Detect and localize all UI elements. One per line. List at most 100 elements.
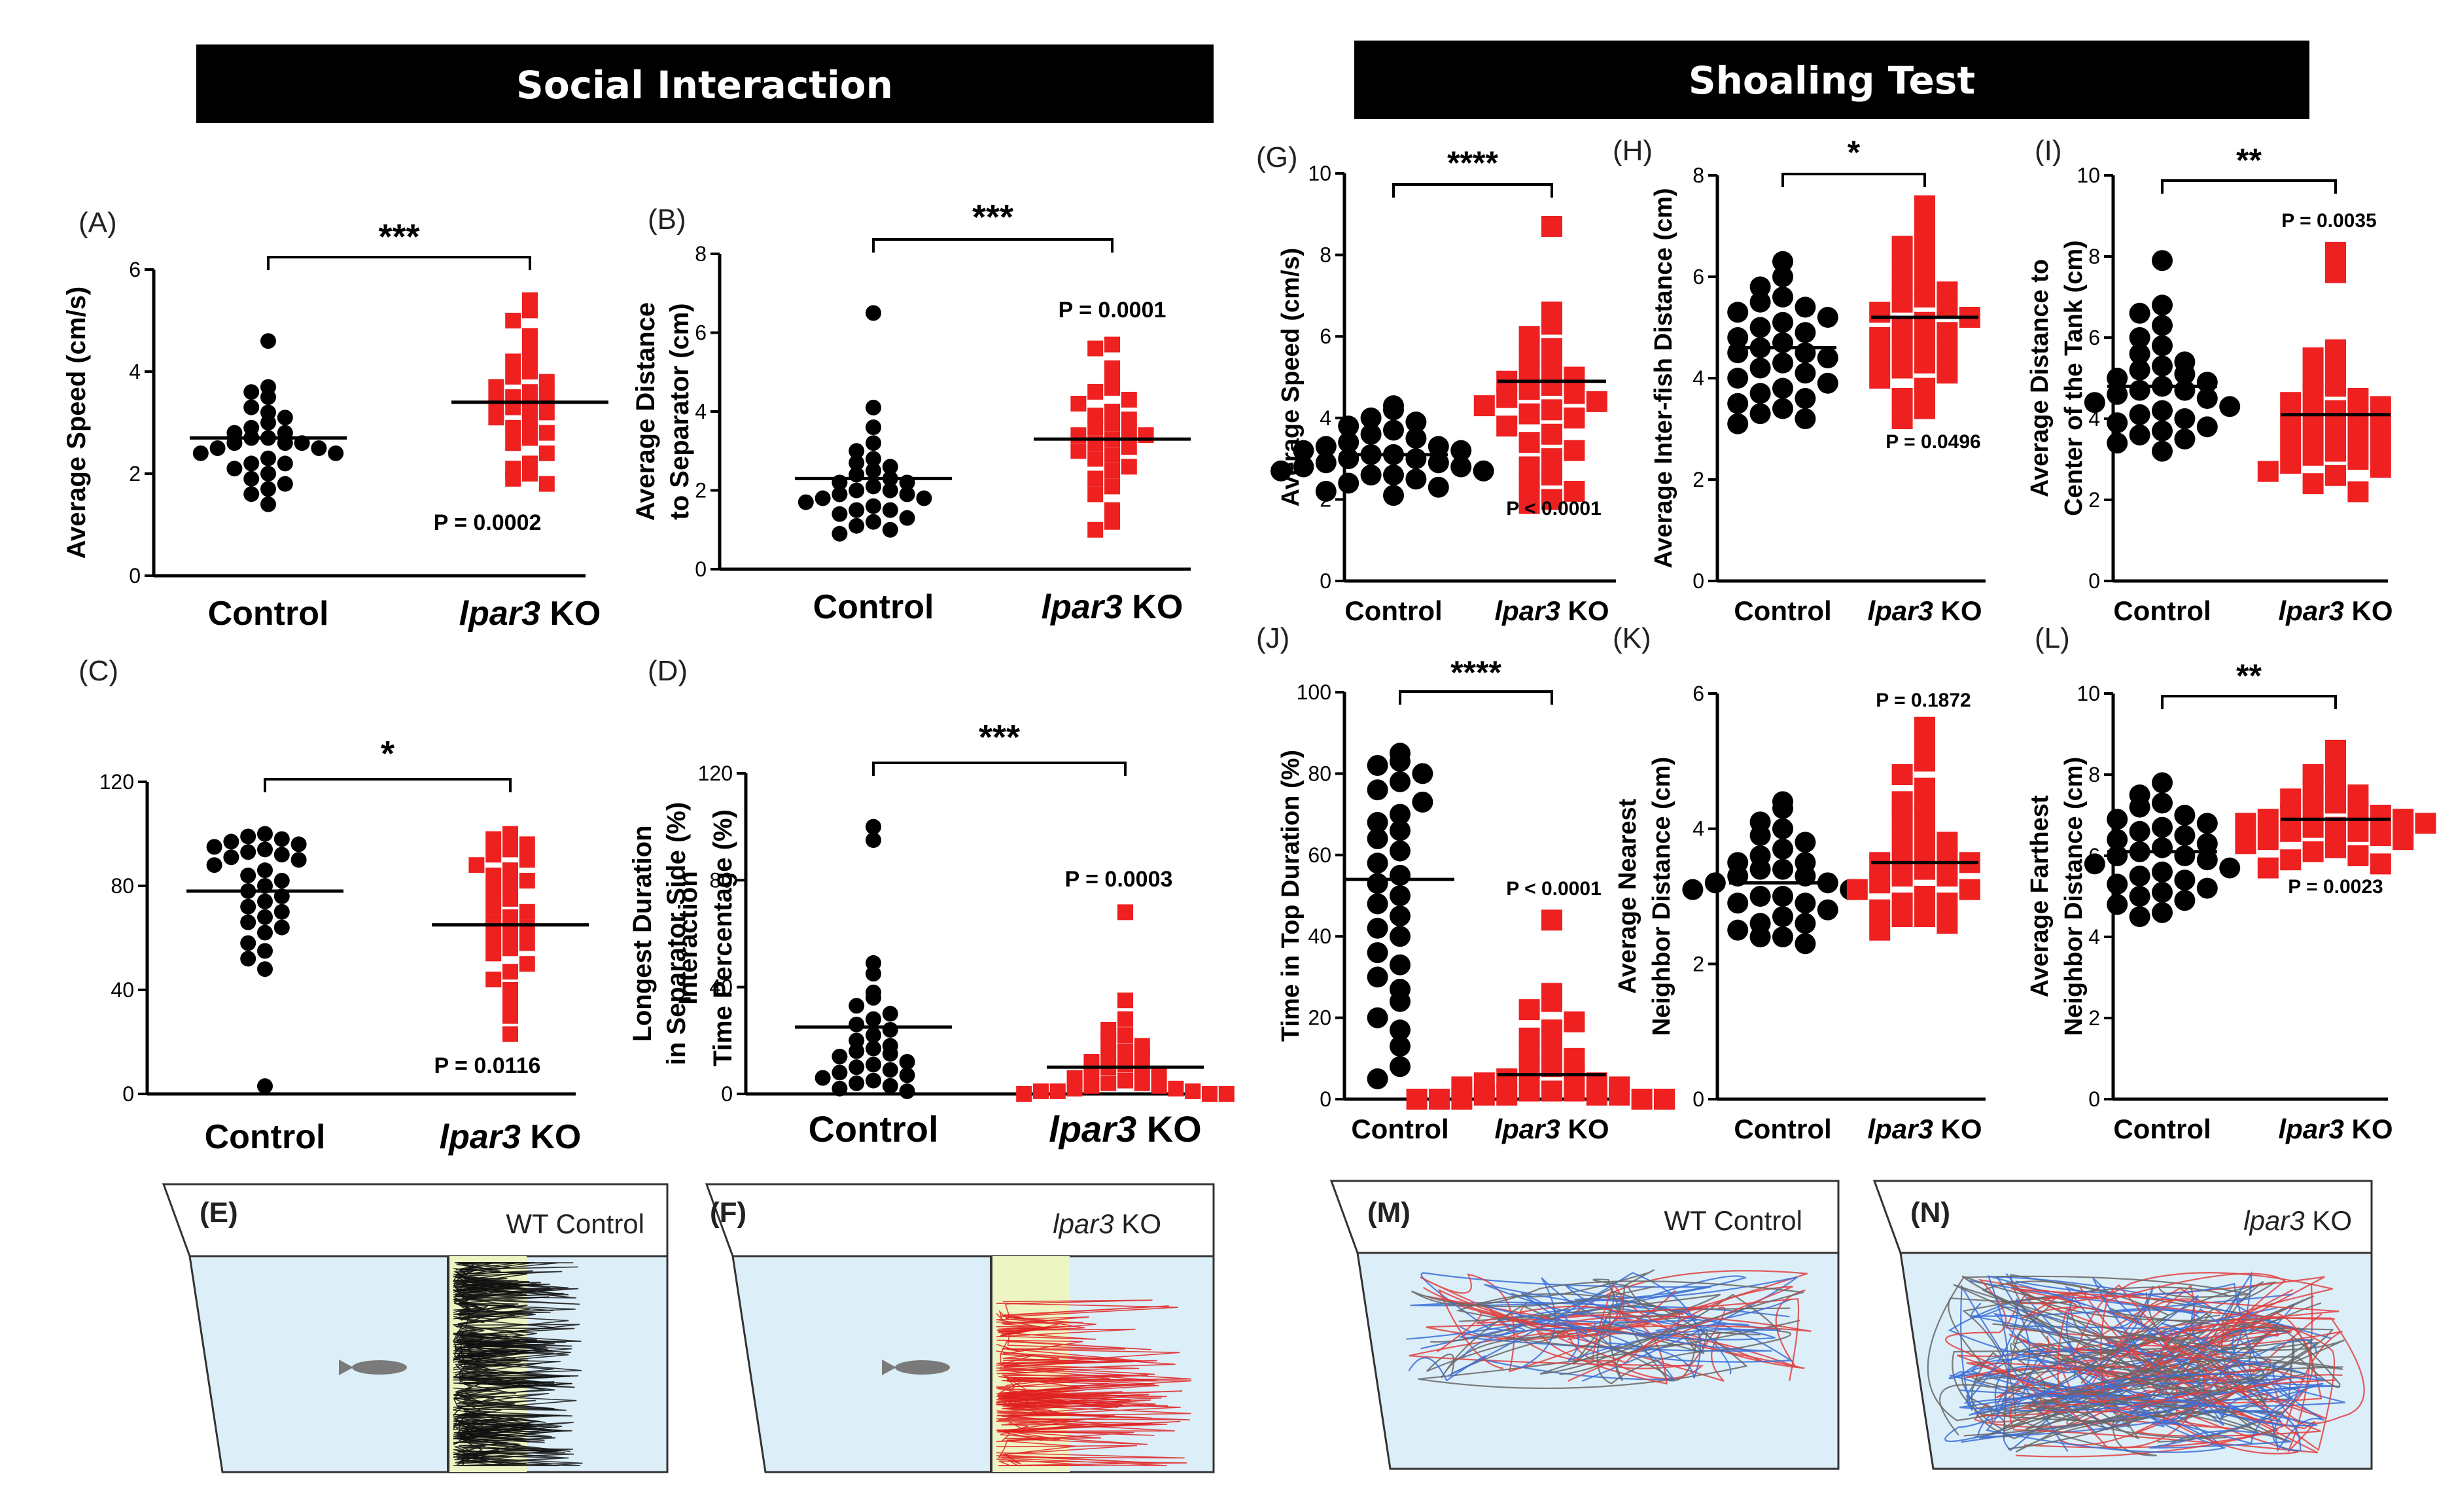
y-tick-label: 40 bbox=[709, 976, 733, 999]
y-axis-label: Longest Duration bbox=[628, 825, 657, 1042]
data-point-control bbox=[1817, 307, 1838, 328]
data-point-ko bbox=[502, 1008, 518, 1024]
data-point-control bbox=[1367, 893, 1388, 915]
trace-path bbox=[996, 1429, 1185, 1459]
data-point-ko bbox=[1496, 415, 1518, 437]
data-point-control bbox=[899, 486, 915, 502]
data-point-ko bbox=[1100, 1032, 1117, 1049]
data-point-ko bbox=[1914, 838, 1935, 860]
data-point-ko bbox=[502, 862, 518, 879]
significance-stars: ** bbox=[2236, 658, 2262, 694]
data-point-ko bbox=[1564, 480, 1585, 502]
trace-path bbox=[996, 1401, 1191, 1426]
data-point-control bbox=[1390, 803, 1411, 825]
data-point-control bbox=[1405, 448, 1427, 470]
x-label-ko: lpar3 KO bbox=[1867, 595, 1982, 626]
data-point-ko bbox=[1518, 999, 1540, 1021]
data-point-ko bbox=[2302, 444, 2324, 466]
y-tick-label: 8 bbox=[1320, 243, 1331, 267]
data-point-ko bbox=[1070, 395, 1087, 412]
data-point-control bbox=[240, 828, 256, 845]
trace-path bbox=[1972, 1276, 2345, 1407]
data-point-control bbox=[1367, 828, 1388, 849]
data-point-control bbox=[2152, 355, 2173, 377]
data-point-ko bbox=[1168, 1080, 1184, 1097]
data-point-control bbox=[1315, 452, 1337, 474]
y-tick-label: 2 bbox=[1692, 952, 1704, 976]
data-point-ko bbox=[485, 930, 502, 946]
data-point-control bbox=[1749, 858, 1771, 880]
data-point-ko bbox=[1869, 327, 1891, 348]
data-point-ko bbox=[522, 430, 538, 446]
data-point-ko bbox=[2280, 432, 2302, 454]
data-point-ko bbox=[505, 353, 521, 370]
data-point-control bbox=[1795, 388, 1816, 409]
data-point-ko bbox=[1869, 368, 1891, 389]
data-point-control bbox=[2107, 829, 2128, 851]
y-tick-label: 40 bbox=[111, 978, 134, 1002]
y-tick-label: 120 bbox=[99, 770, 134, 794]
trace-path bbox=[453, 1305, 536, 1326]
data-point-ko bbox=[485, 972, 502, 988]
p-value: P = 0.0002 bbox=[434, 510, 542, 535]
trace-path bbox=[1995, 1272, 2333, 1399]
tank-label-rest: WT Control bbox=[1664, 1205, 1802, 1236]
data-point-control bbox=[1367, 917, 1388, 939]
data-point-ko bbox=[1564, 440, 1585, 461]
header-social: Social Interaction bbox=[196, 44, 1214, 123]
data-point-ko bbox=[1541, 354, 1562, 376]
data-point-ko bbox=[538, 425, 555, 441]
data-point-control bbox=[1795, 322, 1816, 343]
trace-path bbox=[996, 1445, 1137, 1466]
trace-path bbox=[453, 1398, 567, 1416]
data-point-ko bbox=[1869, 872, 1891, 894]
data-point-ko bbox=[485, 831, 502, 847]
data-point-control bbox=[849, 1016, 865, 1032]
data-point-control bbox=[1390, 750, 1411, 772]
ko-rest-part: KO bbox=[1136, 1108, 1202, 1150]
data-point-ko bbox=[502, 924, 518, 941]
data-point-ko bbox=[1891, 236, 1913, 257]
p-value: P = 0.0023 bbox=[2288, 876, 2383, 898]
data-point-control bbox=[257, 1078, 273, 1095]
data-point-control bbox=[1727, 413, 1749, 434]
data-point-control bbox=[2174, 890, 2196, 911]
data-point-control bbox=[2152, 440, 2173, 462]
data-point-ko bbox=[2302, 473, 2324, 495]
y-tick-label: 10 bbox=[2077, 164, 2100, 187]
data-point-control bbox=[273, 831, 290, 847]
data-point-ko bbox=[502, 992, 518, 1008]
data-point-ko bbox=[1914, 378, 1935, 399]
header-shoaling: Shoaling Test bbox=[1354, 41, 2309, 119]
data-point-control bbox=[257, 893, 273, 909]
data-point-control bbox=[1338, 415, 1359, 437]
data-point-ko bbox=[1891, 291, 1913, 313]
data-point-ko bbox=[488, 379, 504, 395]
data-point-control bbox=[1367, 853, 1388, 874]
trace-path bbox=[1411, 1280, 1804, 1375]
data-point-control bbox=[798, 494, 814, 510]
data-point-ko bbox=[502, 964, 518, 980]
data-point-ko bbox=[538, 476, 555, 492]
trace-path bbox=[1948, 1297, 2271, 1379]
data-point-ko bbox=[1518, 326, 1540, 347]
data-point-ko bbox=[1087, 521, 1104, 538]
data-point-ko bbox=[2325, 420, 2346, 442]
data-point-control bbox=[1772, 886, 1793, 907]
data-point-ko bbox=[2347, 481, 2369, 502]
tank-label: WT Control bbox=[1664, 1205, 1802, 1236]
ko-italic-part: lpar3 bbox=[1042, 588, 1123, 626]
trace-path bbox=[1437, 1305, 1708, 1385]
tank-water bbox=[731, 1255, 1215, 1473]
data-point-ko bbox=[1914, 287, 1935, 308]
data-point-ko bbox=[1914, 730, 1935, 752]
data-point-control bbox=[866, 498, 881, 514]
data-point-control bbox=[257, 961, 273, 977]
data-point-control bbox=[1293, 440, 1314, 461]
chart-H: (H) 0 2 4 6 8 Average Inter-fish Distance (cm)… bbox=[1613, 134, 1986, 626]
data-point-control bbox=[2152, 772, 2173, 794]
panel-tag: (K) bbox=[1613, 622, 1651, 654]
data-point-control bbox=[2129, 906, 2150, 927]
data-point-ko bbox=[1891, 408, 1913, 429]
y-tick-label: 8 bbox=[695, 242, 707, 266]
